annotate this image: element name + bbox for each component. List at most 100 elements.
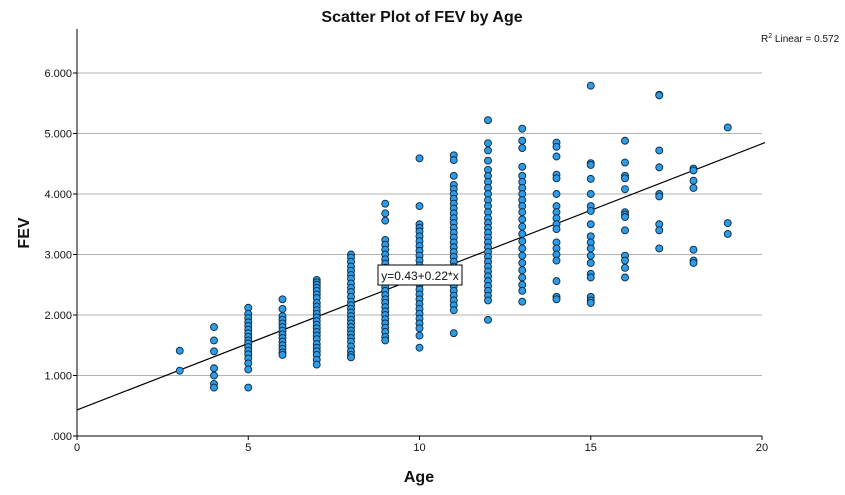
data-point-276 [621,256,629,265]
data-point-8 [210,383,218,392]
data-point-208 [518,136,527,145]
data-point-91 [381,199,390,208]
data-point-282 [655,163,664,172]
data-point-251 [586,174,595,183]
r-squared-label: R2 Linear = 0.572 [761,33,840,45]
chart-title: Scatter Plot of FEV by Age [321,9,522,26]
data-point-255 [586,220,595,229]
data-point-234 [552,174,561,183]
data-point-287 [655,244,664,253]
x-tick-label-0: 0 [74,442,80,454]
data-point-290 [689,176,698,185]
data-point-143 [415,331,424,340]
data-point-174 [449,306,458,315]
data-point-63 [312,360,321,369]
data-point-225 [518,266,527,275]
data-points [175,81,732,392]
data-point-221 [518,237,527,246]
data-point-229 [518,297,527,306]
data-point-228 [518,286,527,295]
data-point-259 [586,251,595,260]
data-point-244 [552,256,561,265]
x-axis-ticks: 0 5 10 15 20 [74,436,768,454]
data-point-119 [415,202,424,211]
data-point-258 [586,244,595,253]
data-point-252 [586,190,595,198]
data-point-254 [586,206,595,215]
data-point-175 [449,329,458,338]
data-point-281 [655,146,664,155]
data-point-4 [210,347,218,356]
data-point-280 [655,91,664,100]
x-tick-label-4: 20 [756,442,768,454]
data-point-232 [552,152,561,161]
data-point-3 [210,336,218,345]
r-squared-prefix: R [761,34,768,45]
data-point-284 [655,192,664,201]
data-point-178 [484,146,492,155]
equation-text: y=0.43+0.22*x [381,269,458,283]
y-tick-label-4: 4.000 [44,189,72,201]
data-point-179 [484,156,492,165]
data-point-142 [415,324,424,333]
data-point-210 [518,162,527,171]
data-point-226 [518,273,527,282]
data-point-146 [449,156,458,165]
data-point-220 [518,229,527,238]
data-point-2 [210,323,218,332]
data-point-26 [278,295,287,304]
data-point-205 [484,296,492,305]
data-point-207 [518,124,527,133]
data-point-147 [449,171,458,180]
data-point-265 [586,298,595,307]
data-point-224 [518,259,527,267]
data-point-0 [175,346,184,355]
data-point-286 [655,226,664,235]
data-point-247 [552,295,561,304]
data-point-295 [723,123,732,132]
data-point-93 [381,216,390,225]
data-point-240 [552,225,561,234]
r-squared-value: Linear = 0.572 [772,34,839,45]
data-point-235 [552,190,561,198]
data-point-1 [175,366,184,375]
y-axis-label: FEV [16,217,33,248]
data-point-118 [415,154,424,163]
data-point-250 [586,161,595,169]
x-axis-label: Age [404,469,434,486]
data-point-231 [552,142,561,151]
equation-box [377,264,463,286]
data-point-262 [586,273,595,282]
y-tick-label-1: 1.000 [44,371,72,383]
data-point-297 [723,229,732,238]
data-point-27 [278,305,287,313]
data-point-90 [347,353,355,362]
data-point-289 [689,166,698,175]
data-point-278 [621,273,629,282]
data-point-273 [621,213,629,221]
r-squared-superscript: 2 [768,33,772,40]
data-point-39 [278,350,287,359]
x-tick-label-1: 5 [245,442,251,454]
data-point-206 [484,315,492,324]
data-point-25 [244,383,253,392]
data-point-260 [586,259,595,267]
data-point-296 [723,219,732,227]
data-point-269 [621,174,629,183]
data-point-217 [518,208,527,217]
data-point-218 [518,215,527,224]
data-point-6 [210,371,218,380]
y-axis-ticks: .000 1.000 2.000 3.000 4.000 5.000 6.000 [44,68,77,443]
data-point-144 [415,343,424,352]
data-point-291 [689,183,698,192]
data-point-294 [689,259,698,267]
data-point-266 [621,136,629,145]
data-point-117 [381,336,390,345]
data-point-222 [518,244,527,253]
data-point-176 [484,116,492,125]
y-tick-label-6: 6.000 [44,68,72,80]
data-point-5 [210,364,218,373]
data-point-267 [621,158,629,167]
y-tick-label-2: 2.000 [44,310,72,322]
